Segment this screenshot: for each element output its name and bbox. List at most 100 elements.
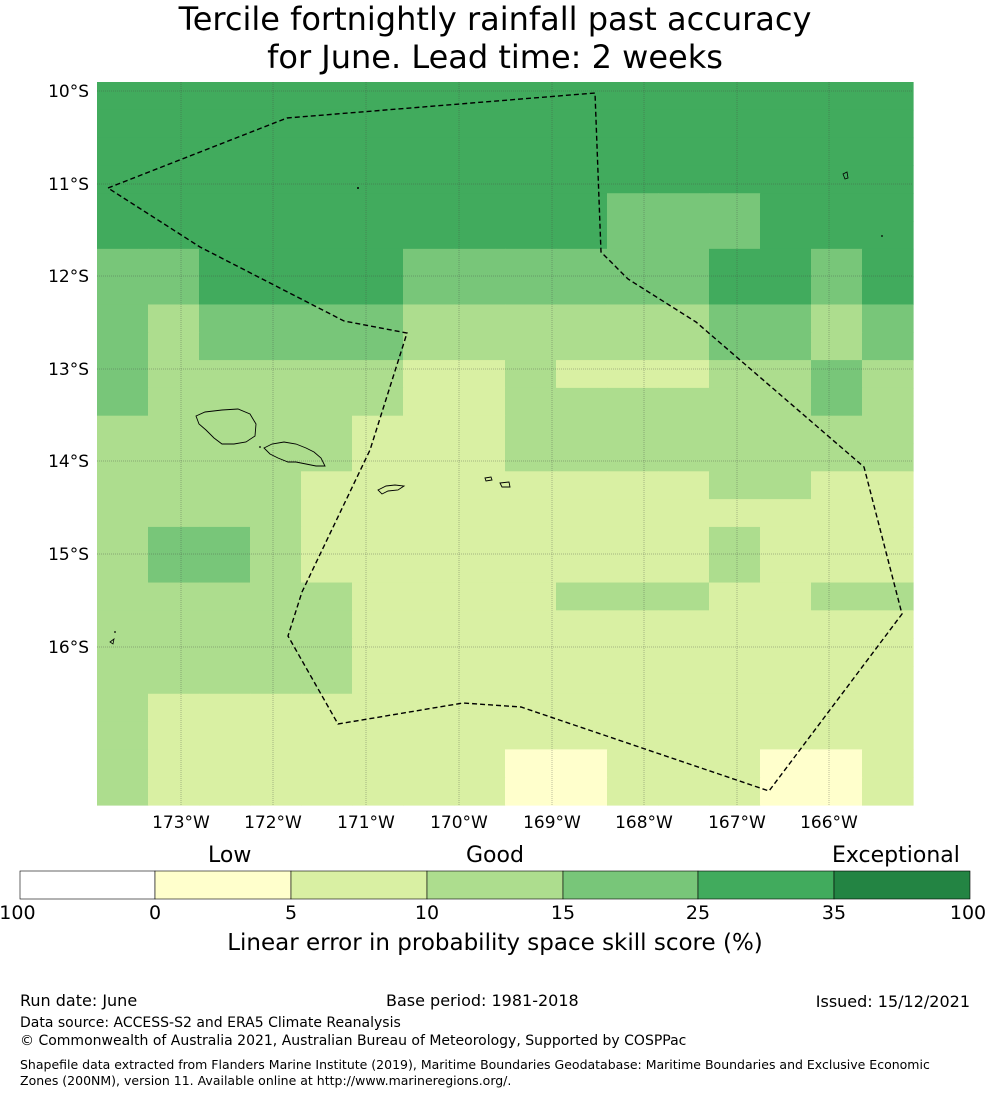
- grid-cell: [454, 332, 506, 361]
- grid-cell: [148, 471, 200, 500]
- grid-cell: [556, 693, 608, 723]
- grid-cell: [505, 777, 557, 806]
- grid-cell: [199, 109, 251, 139]
- grid-cell: [811, 610, 863, 639]
- grid-cell: [454, 248, 506, 278]
- grid-cell: [607, 443, 659, 472]
- grid-cell: [148, 415, 200, 445]
- grid-cell: [505, 749, 557, 778]
- grid-cell: [403, 610, 455, 639]
- grid-cell: [250, 554, 302, 584]
- grid-cell: [556, 443, 608, 472]
- grid-cell: [709, 304, 761, 333]
- grid-cell: [658, 443, 710, 472]
- grid-cell: [862, 360, 914, 389]
- grid-cell: [862, 221, 914, 250]
- grid-cell: [97, 693, 149, 723]
- grid-cell: [811, 221, 863, 250]
- longitude-label: 173°W: [152, 813, 210, 833]
- grid-cell: [301, 193, 353, 222]
- grid-cell: [301, 332, 353, 361]
- grid-cell: [148, 582, 200, 611]
- grid-cell: [199, 777, 251, 806]
- grid-cell: [607, 248, 659, 278]
- grid-cell: [709, 443, 761, 472]
- grid-cell: [760, 165, 812, 194]
- grid-cell: [607, 193, 659, 222]
- colorbar-tick: 35: [821, 902, 847, 924]
- grid-cell: [250, 415, 302, 445]
- grid-cell: [301, 471, 353, 500]
- grid-cell: [658, 526, 710, 556]
- grid-cell: [250, 193, 302, 222]
- grid-cell: [403, 193, 455, 222]
- grid-cell: [97, 276, 149, 306]
- grid-cell: [199, 332, 251, 361]
- grid-cell: [505, 499, 557, 528]
- grid-cell: [862, 387, 914, 417]
- grid-cell: [148, 360, 200, 389]
- grid-cell: [352, 109, 404, 139]
- grid-cell: [97, 526, 149, 556]
- grid-cell: [454, 749, 506, 778]
- grid-cell: [352, 777, 404, 806]
- grid-cell: [862, 499, 914, 528]
- grid-cell: [607, 82, 659, 111]
- grid-cell: [199, 526, 251, 556]
- grid-cell: [199, 137, 251, 167]
- grid-cell: [97, 248, 149, 278]
- grid-cell: [760, 387, 812, 417]
- grid-cell: [301, 721, 353, 750]
- grid-cell: [403, 137, 455, 167]
- grid-cell: [454, 109, 506, 139]
- grid-cell: [199, 443, 251, 472]
- grid-cell: [607, 221, 659, 250]
- grid-cell: [709, 526, 761, 556]
- grid-cell: [811, 109, 863, 139]
- grid-cell: [403, 721, 455, 750]
- colorbar-tick: 5: [284, 902, 298, 924]
- grid-cell: [862, 304, 914, 333]
- grid-cell: [760, 610, 812, 639]
- grid-cell: [607, 471, 659, 500]
- grid-cell: [760, 721, 812, 750]
- grid-cell: [607, 554, 659, 584]
- grid-cell: [148, 165, 200, 194]
- grid-cell: [403, 109, 455, 139]
- grid-cell: [505, 415, 557, 445]
- longitude-label: 167°W: [708, 813, 766, 833]
- grid-cell: [760, 665, 812, 695]
- grid-cell: [709, 109, 761, 139]
- grid-cell: [505, 721, 557, 750]
- grid-cell: [454, 360, 506, 389]
- grid-cell: [862, 276, 914, 306]
- grid-cell: [658, 777, 710, 806]
- grid-cell: [658, 360, 710, 389]
- grid-cell: [250, 721, 302, 750]
- latitude-labels: 10°S 11°S 12°S 13°S 14°S 15°S 16°S: [48, 82, 89, 658]
- grid-cell: [556, 638, 608, 667]
- grid-cell: [658, 638, 710, 667]
- colorbar-label-exceptional: Exceptional: [832, 843, 960, 868]
- grid-cell: [250, 471, 302, 500]
- grid-cell: [454, 777, 506, 806]
- grid-cell: [607, 332, 659, 361]
- colorbar-tick: 25: [685, 902, 711, 924]
- grid-cell: [760, 82, 812, 111]
- grid-cell: [811, 582, 863, 611]
- grid-cell: [658, 332, 710, 361]
- grid-cell: [403, 693, 455, 723]
- grid-cell: [352, 526, 404, 556]
- grid-cell: [811, 387, 863, 417]
- grid-cell: [556, 82, 608, 111]
- grid-cell: [97, 777, 149, 806]
- grid-cell: [658, 665, 710, 695]
- grid-cell: [199, 638, 251, 667]
- grid-cell: [352, 221, 404, 250]
- grid-cell: [658, 165, 710, 194]
- grid-cell: [403, 387, 455, 417]
- colorbar-bin: [697, 870, 835, 900]
- grid-cell: [301, 415, 353, 445]
- grid-cell: [454, 82, 506, 111]
- grid-cell: [760, 304, 812, 333]
